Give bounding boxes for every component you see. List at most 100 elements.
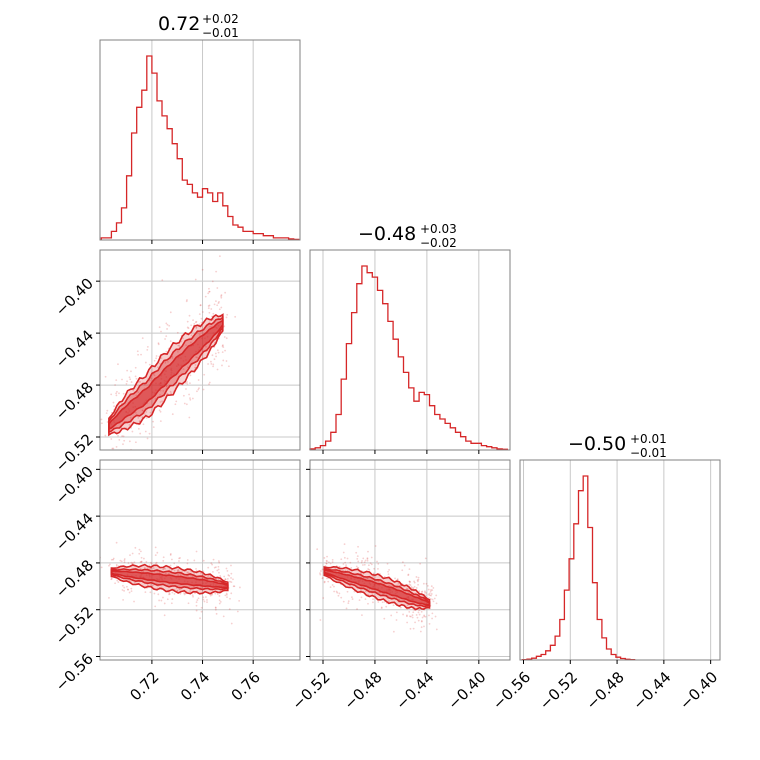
scatter-point <box>202 388 205 391</box>
scatter-point <box>429 598 432 600</box>
scatter-point <box>114 481 116 483</box>
scatter-point <box>226 570 229 572</box>
scatter-point <box>329 586 332 589</box>
scatter-point <box>168 593 171 595</box>
scatter-point <box>121 453 123 455</box>
scatter-point <box>128 424 131 426</box>
scatter-point <box>117 457 119 459</box>
hist-bin <box>611 654 616 660</box>
scatter-point <box>420 626 423 629</box>
scatter-point <box>209 594 212 597</box>
scatter-point <box>428 614 430 617</box>
x-tick-label: 0.74 <box>177 668 213 704</box>
scatter-point <box>131 430 134 433</box>
scatter-point <box>152 567 155 569</box>
scatter-point <box>215 300 217 302</box>
scatter-point <box>129 454 131 456</box>
scatter-point <box>159 362 161 365</box>
scatter-point <box>206 601 208 604</box>
scatter-point <box>201 268 204 271</box>
x-tick-label: −0.52 <box>289 668 334 713</box>
scatter-point <box>146 437 149 440</box>
scatter-point <box>396 584 399 587</box>
scatter-point <box>116 579 119 582</box>
scatter-point <box>403 564 406 567</box>
scatter-point <box>306 550 308 552</box>
scatter-point <box>408 615 411 618</box>
scatter-point <box>413 581 416 584</box>
x-tick-label: −0.44 <box>629 668 674 713</box>
scatter-point <box>408 568 411 571</box>
scatter-point <box>153 359 156 362</box>
scatter-point <box>139 561 142 563</box>
scatter-point <box>145 417 148 419</box>
scatter-point <box>203 600 206 603</box>
scatter-point <box>153 592 156 595</box>
scatter-point <box>208 381 211 384</box>
scatter-point <box>199 304 202 306</box>
scatter-point <box>408 580 411 583</box>
scatter-point <box>344 561 347 564</box>
y-tick-label: −0.48 <box>52 378 97 423</box>
scatter-point <box>150 562 153 565</box>
scatter-point <box>340 596 343 599</box>
scatter-point <box>216 593 219 595</box>
scatter-point <box>409 584 412 587</box>
scatter-point <box>141 409 144 412</box>
scatter-point <box>210 308 213 310</box>
hist-bin <box>258 234 263 240</box>
scatter-point <box>129 378 132 381</box>
hist-bin <box>357 284 362 450</box>
scatter-point <box>187 602 190 605</box>
contour-panel-2-1 <box>323 565 431 611</box>
scatter-point <box>123 561 126 564</box>
scatter-point <box>388 569 390 571</box>
scatter-point <box>128 467 130 469</box>
scatter-point <box>185 344 187 347</box>
x-tick-label: −0.40 <box>444 668 489 713</box>
scatter-point <box>121 589 124 591</box>
scatter-point <box>345 564 347 567</box>
scatter-point <box>108 564 110 567</box>
scatter-point <box>168 591 171 594</box>
scatter-point <box>191 594 194 597</box>
scatter-point <box>424 615 427 618</box>
scatter-point <box>185 300 188 303</box>
scatter-point <box>414 621 416 624</box>
scatter-point <box>171 413 174 416</box>
scatter-point <box>170 392 173 395</box>
scatter-point <box>399 606 402 609</box>
scatter-point <box>169 311 172 314</box>
scatter-point <box>208 311 211 314</box>
scatter-point <box>420 610 423 613</box>
scatter-point <box>195 601 198 604</box>
scatter-point <box>338 565 341 568</box>
scatter-point <box>356 557 359 560</box>
scatter-point <box>207 292 210 295</box>
scatter-point <box>141 337 144 340</box>
scatter-point <box>169 390 172 393</box>
scatter-point <box>131 562 134 565</box>
hist-bin <box>203 189 208 240</box>
scatter-point <box>197 597 200 600</box>
hist-bin <box>192 193 197 240</box>
scatter-point <box>370 556 373 559</box>
tick-marks <box>96 240 712 664</box>
scatter-point <box>423 625 425 628</box>
scatter-point <box>357 545 359 548</box>
scatter-point <box>430 593 433 595</box>
scatter-point <box>134 441 137 444</box>
scatter-point <box>202 596 205 599</box>
scatter-point <box>406 621 409 624</box>
scatter-point <box>171 598 174 600</box>
scatter-point <box>213 303 216 306</box>
scatter-point <box>402 613 404 616</box>
scatter-point <box>100 422 103 425</box>
scatter-point <box>131 562 134 565</box>
scatter-point <box>363 561 366 564</box>
scatter-point <box>344 569 347 572</box>
scatter-point <box>128 456 130 458</box>
scatter-point <box>134 366 137 369</box>
scatter-point <box>133 600 135 603</box>
hist-bin <box>471 443 476 450</box>
